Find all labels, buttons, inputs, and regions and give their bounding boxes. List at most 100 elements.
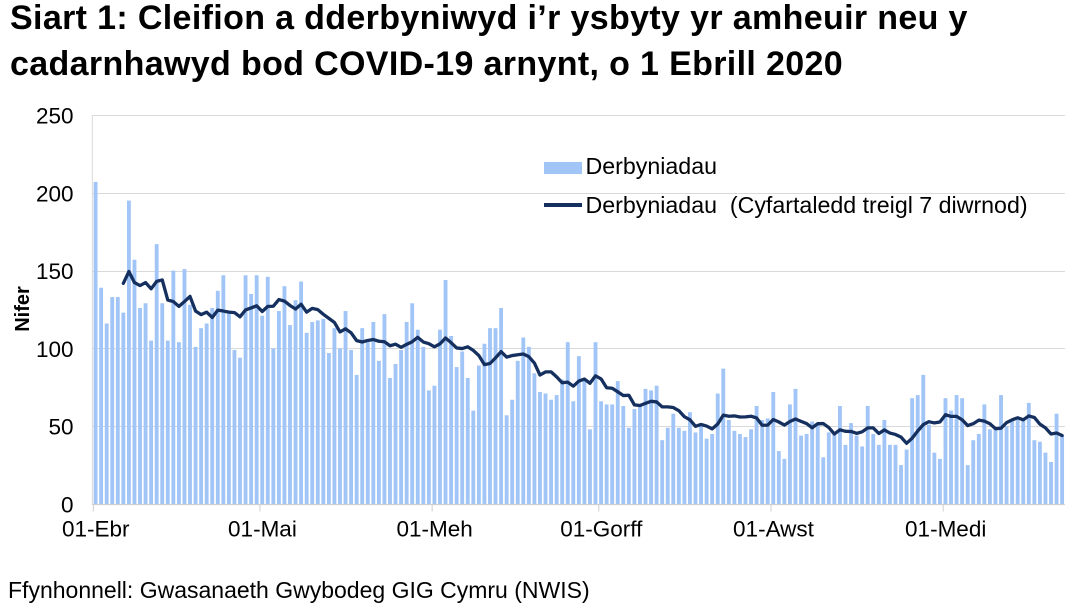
bar-day-5 xyxy=(121,312,126,504)
bar-day-103 xyxy=(665,427,670,504)
bar-day-20 xyxy=(204,323,209,504)
bar-day-69 xyxy=(476,365,481,504)
bar-day-89 xyxy=(588,429,592,504)
bar-day-140 xyxy=(871,433,876,504)
bar-day-127 xyxy=(799,435,803,504)
bar-day-37 xyxy=(299,281,304,504)
rolling-average-line xyxy=(121,269,1064,445)
bar-day-116 xyxy=(738,433,742,504)
bar-day-119 xyxy=(754,405,759,504)
bar-day-15 xyxy=(176,342,181,504)
bar-day-22 xyxy=(215,290,220,504)
bar-day-150 xyxy=(926,424,931,504)
bar-day-76 xyxy=(515,360,520,504)
bar-day-79 xyxy=(532,373,537,504)
bar-day-60 xyxy=(426,390,431,504)
bar-day-118 xyxy=(749,429,753,504)
bar-day-51 xyxy=(376,360,381,504)
bar-day-108 xyxy=(693,432,698,504)
bar-day-143 xyxy=(888,444,892,504)
bar-day-155 xyxy=(954,395,959,504)
bar-day-128 xyxy=(804,433,809,504)
bar-day-72 xyxy=(493,328,498,504)
bar-day-75 xyxy=(510,399,515,504)
bar-day-35 xyxy=(288,325,292,504)
bar-day-109 xyxy=(699,426,703,504)
bar-day-0 xyxy=(93,181,98,504)
bar-day-139 xyxy=(865,405,870,504)
bar-day-107 xyxy=(688,412,692,504)
bar-day-112 xyxy=(715,393,720,504)
bar-day-56 xyxy=(404,321,409,504)
bar-day-52 xyxy=(382,314,387,504)
bar-day-40 xyxy=(315,320,320,504)
bar-day-156 xyxy=(960,398,965,504)
bar-day-54 xyxy=(393,363,398,504)
bar-day-105 xyxy=(676,427,681,504)
bar-day-124 xyxy=(782,458,787,504)
bar-day-146 xyxy=(904,449,909,504)
x-tick-label-01-Ebr: 01-Ebr xyxy=(62,517,130,542)
bar-series-swatch xyxy=(543,162,582,175)
bar-day-47 xyxy=(354,374,359,504)
bar-day-142 xyxy=(882,419,887,504)
bar-day-70 xyxy=(482,343,487,504)
bar-day-74 xyxy=(504,415,509,504)
source-note: Ffynhonnell: Gwasanaeth Gwybodeg GIG Cym… xyxy=(8,577,590,603)
bar-day-4 xyxy=(115,297,120,504)
bar-day-117 xyxy=(743,437,748,504)
bar-day-36 xyxy=(293,300,298,504)
bar-day-41 xyxy=(321,318,326,504)
bar-day-46 xyxy=(349,349,354,504)
bar-day-101 xyxy=(654,385,659,504)
bar-day-121 xyxy=(765,418,770,504)
bar-day-61 xyxy=(432,385,437,504)
bar-day-83 xyxy=(554,395,559,504)
bar-day-18 xyxy=(193,346,198,504)
bar-day-49 xyxy=(365,342,370,504)
bar-day-86 xyxy=(571,401,576,504)
bar-day-30 xyxy=(260,315,265,504)
bar-day-161 xyxy=(987,429,992,504)
bar-day-149 xyxy=(921,374,926,504)
bar-day-158 xyxy=(971,440,976,504)
bar-day-125 xyxy=(788,404,792,504)
x-tick-label-01-Gorff: 01-Gorff xyxy=(560,517,643,542)
bar-day-135 xyxy=(843,444,848,504)
bar-day-17 xyxy=(188,304,192,504)
bar-day-167 xyxy=(1021,418,1026,504)
bar-day-55 xyxy=(399,349,404,504)
bar-day-153 xyxy=(943,398,948,504)
bar-day-1 xyxy=(99,287,104,504)
bar-day-138 xyxy=(860,446,865,504)
bar-day-31 xyxy=(265,276,270,504)
bar-day-137 xyxy=(854,435,859,504)
bar-day-48 xyxy=(360,328,365,504)
bar-day-159 xyxy=(976,433,981,504)
bar-day-171 xyxy=(1043,452,1048,504)
bar-day-21 xyxy=(210,307,215,504)
bar-day-136 xyxy=(849,423,853,504)
bar-day-113 xyxy=(721,368,726,504)
bar-day-84 xyxy=(560,379,565,504)
line-series-swatch xyxy=(543,203,582,208)
bar-day-164 xyxy=(1004,426,1009,504)
bar-day-173 xyxy=(1054,413,1059,504)
bar-day-81 xyxy=(543,393,548,504)
bar-day-168 xyxy=(1026,402,1031,504)
bar-day-34 xyxy=(282,286,287,504)
bar-day-53 xyxy=(388,377,392,504)
bar-day-111 xyxy=(710,433,715,504)
bar-day-157 xyxy=(965,465,970,504)
bar-day-82 xyxy=(549,399,553,504)
bar-day-95 xyxy=(621,405,626,504)
legend-label-line: Derbyniadau (Cyfartaledd treigl 7 diwrno… xyxy=(585,192,1028,219)
bar-day-33 xyxy=(276,311,281,504)
bar-day-26 xyxy=(238,357,242,504)
bar-day-25 xyxy=(232,349,237,504)
bar-day-68 xyxy=(471,410,476,504)
y-tick-label-150: 150 xyxy=(36,259,74,284)
bar-day-106 xyxy=(682,430,687,504)
bar-day-154 xyxy=(949,410,953,504)
bar-day-39 xyxy=(310,321,315,504)
